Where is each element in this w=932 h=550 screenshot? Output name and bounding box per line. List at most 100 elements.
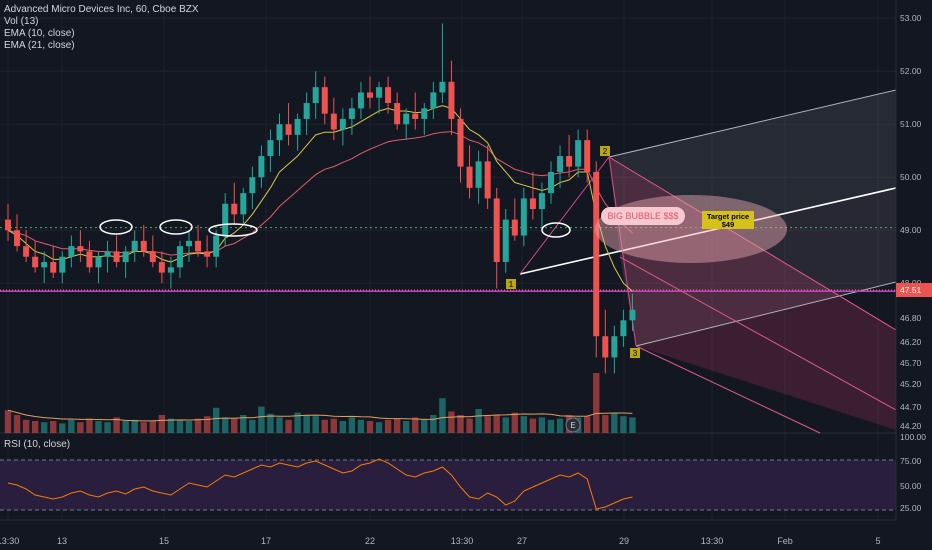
rsi-line[interactable]: [7, 458, 633, 510]
candle[interactable]: [149, 235, 156, 268]
candle[interactable]: [14, 214, 21, 252]
candle[interactable]: [176, 240, 183, 278]
candle[interactable]: [466, 145, 473, 199]
volume-bar: [366, 421, 374, 433]
candle[interactable]: [186, 230, 192, 263]
candle[interactable]: [158, 251, 165, 284]
candle[interactable]: [629, 293, 636, 331]
candle[interactable]: [68, 235, 75, 268]
candle[interactable]: [204, 235, 211, 268]
chart-legend: Advanced Micro Devices Inc, 60, Cboe BZX…: [4, 4, 199, 52]
candle[interactable]: [113, 235, 120, 268]
pitchfork-red-lower: [635, 345, 821, 434]
candle[interactable]: [502, 209, 509, 273]
candle[interactable]: [77, 230, 84, 263]
candle[interactable]: [538, 182, 545, 231]
candle[interactable]: [557, 145, 564, 188]
candles[interactable]: [5, 23, 636, 374]
pitchfork-upper-line[interactable]: [608, 89, 897, 158]
price-axis: 55.0054.0053.0052.0051.0050.0049.0048.00…: [895, 0, 932, 550]
candle[interactable]: [348, 97, 355, 135]
candle[interactable]: [575, 129, 582, 178]
candle[interactable]: [140, 224, 147, 257]
candle[interactable]: [195, 224, 202, 257]
candle-body: [575, 140, 582, 167]
candle[interactable]: [484, 145, 491, 210]
target-value: $49: [722, 220, 735, 229]
ema10-line[interactable]: [7, 105, 633, 292]
rsi-pane: [0, 458, 896, 521]
candle[interactable]: [32, 240, 39, 273]
candle[interactable]: [511, 198, 518, 241]
candle[interactable]: [430, 81, 437, 119]
candle[interactable]: [367, 76, 373, 109]
candle[interactable]: [312, 71, 319, 119]
candle[interactable]: [394, 92, 401, 130]
candle-body: [412, 113, 419, 119]
candle[interactable]: [593, 161, 600, 358]
candle[interactable]: [330, 97, 337, 141]
pivot-3-label: 3: [633, 349, 638, 358]
candle[interactable]: [611, 325, 618, 374]
candle[interactable]: [303, 92, 310, 135]
candle[interactable]: [213, 230, 220, 268]
candle[interactable]: [385, 76, 392, 114]
candle[interactable]: [403, 108, 410, 141]
candle[interactable]: [294, 113, 301, 151]
earnings-marker-circle[interactable]: [565, 417, 581, 433]
candle[interactable]: [86, 240, 93, 273]
candle[interactable]: [520, 187, 527, 247]
candle[interactable]: [448, 60, 455, 135]
bubble-label: BIG BUBBLE $$$: [607, 211, 678, 221]
ema21-line[interactable]: [7, 131, 633, 256]
candle-body: [538, 193, 545, 210]
candle-body: [59, 256, 66, 273]
candle[interactable]: [529, 171, 536, 220]
candle[interactable]: [566, 134, 573, 178]
candle[interactable]: [59, 251, 66, 284]
candle[interactable]: [584, 129, 591, 183]
price-axis-bg[interactable]: [896, 0, 932, 550]
candle[interactable]: [95, 251, 102, 284]
candle[interactable]: [104, 240, 111, 273]
candle[interactable]: [602, 309, 609, 374]
candle[interactable]: [231, 182, 238, 225]
candle[interactable]: [620, 309, 627, 347]
bubble-label-box: [601, 207, 685, 225]
candle[interactable]: [376, 81, 383, 114]
pivot-1-label: 1: [509, 280, 514, 289]
candle-body: [14, 230, 21, 247]
time-axis-bg[interactable]: [0, 530, 932, 550]
volume-bar: [149, 421, 156, 433]
candle[interactable]: [122, 246, 129, 278]
candle-body: [403, 113, 410, 125]
candle[interactable]: [167, 256, 174, 289]
candle[interactable]: [258, 145, 265, 188]
candle[interactable]: [339, 108, 346, 146]
candle[interactable]: [285, 103, 292, 146]
pitchfork-lower-line[interactable]: [635, 281, 897, 347]
candle[interactable]: [249, 166, 256, 210]
candle[interactable]: [548, 161, 554, 204]
candle[interactable]: [457, 108, 464, 183]
candle[interactable]: [475, 150, 482, 204]
candle[interactable]: [23, 230, 30, 263]
candle[interactable]: [222, 193, 229, 247]
candle[interactable]: [240, 187, 247, 225]
candle[interactable]: [276, 113, 283, 157]
candle[interactable]: [321, 76, 328, 125]
candle[interactable]: [50, 246, 57, 278]
pitchfork-mid-zone: [620, 190, 896, 346]
candle[interactable]: [357, 81, 364, 119]
candle[interactable]: [421, 103, 428, 135]
candle[interactable]: [493, 187, 500, 289]
candle[interactable]: [131, 230, 138, 263]
volume-bar: [538, 417, 546, 433]
candle[interactable]: [5, 203, 11, 241]
candle[interactable]: [439, 23, 446, 104]
pitchfork-median-line[interactable]: [519, 187, 897, 275]
candle[interactable]: [41, 251, 48, 284]
candle[interactable]: [267, 129, 274, 172]
candle[interactable]: [412, 92, 419, 130]
